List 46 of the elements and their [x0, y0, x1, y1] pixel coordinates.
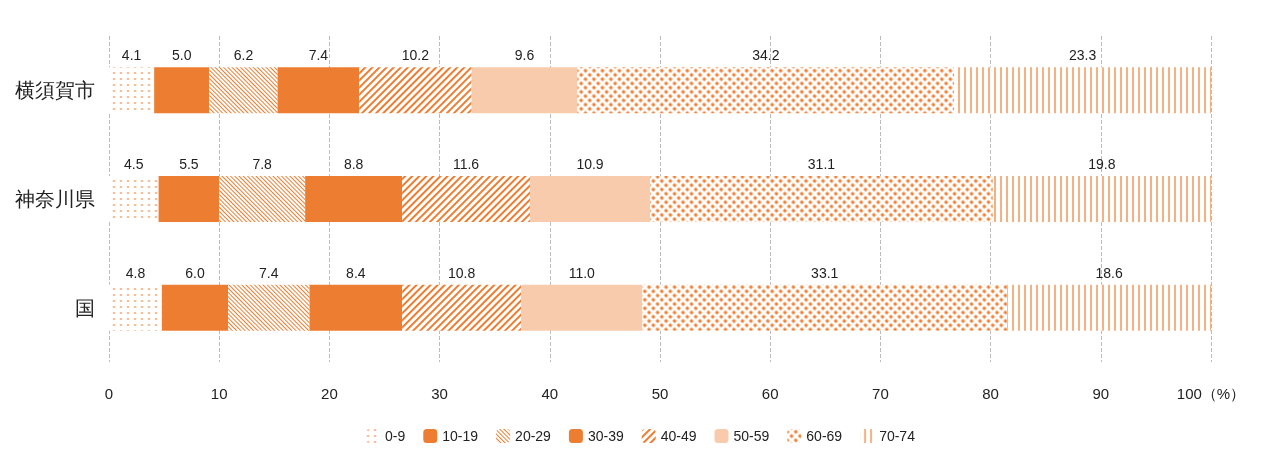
x-tick-label: 60 — [761, 385, 779, 402]
legend-label: 40-49 — [660, 428, 697, 444]
x-tick-label: 30 — [431, 385, 448, 402]
data-label: 19.8 — [1088, 156, 1116, 172]
legend-label: 10-19 — [442, 428, 479, 444]
data-label: 4.8 — [125, 264, 146, 281]
data-label: 6.0 — [185, 264, 205, 281]
data-label: 8.8 — [343, 156, 364, 172]
data-label: 4.5 — [124, 156, 144, 172]
data-label: 11.0 — [568, 264, 596, 281]
data-label: 7.4 — [308, 47, 329, 64]
x-tick-label: 70 — [872, 385, 889, 402]
data-label: 9.6 — [514, 47, 535, 64]
legend-label: 30-39 — [587, 428, 624, 444]
data-label: 4.1 — [121, 47, 142, 64]
y-tick-label: 横須賀市 — [15, 78, 95, 103]
legend-label: 50-59 — [733, 428, 770, 444]
legend-label: 60-69 — [806, 428, 843, 444]
data-label: 34.2 — [752, 47, 780, 64]
x-tick-label: 10 — [210, 385, 228, 402]
x-tick-label: 0 — [104, 385, 114, 402]
x-tick-label: 100（%） — [1176, 385, 1246, 402]
x-tick-label: 90 — [1092, 385, 1110, 402]
data-label: 10.2 — [401, 47, 430, 64]
y-tick-label: 神奈川県 — [15, 187, 95, 211]
x-tick-label: 40 — [541, 385, 559, 402]
data-label: 7.4 — [259, 264, 279, 281]
data-label: 31.1 — [807, 156, 836, 172]
legend-label: 70-74 — [879, 428, 916, 444]
data-label: 8.4 — [346, 264, 366, 281]
legend-label: 0-9 — [385, 428, 406, 444]
data-label: 6.2 — [233, 47, 254, 64]
x-tick-label: 50 — [651, 385, 669, 402]
data-label: 18.6 — [1095, 264, 1123, 281]
data-label: 33.1 — [811, 264, 839, 281]
data-label: 23.3 — [1068, 47, 1097, 64]
x-tick-label: 80 — [982, 385, 999, 402]
legend-label: 20-29 — [515, 428, 552, 444]
y-tick-label: 国 — [75, 295, 95, 320]
data-label: 5.0 — [172, 47, 192, 64]
data-label: 5.5 — [179, 156, 199, 172]
data-label: 7.8 — [252, 156, 273, 172]
x-tick-label: 20 — [321, 385, 338, 402]
data-label: 10.8 — [448, 264, 476, 281]
data-label: 11.6 — [452, 156, 480, 172]
data-label: 10.9 — [576, 156, 604, 172]
